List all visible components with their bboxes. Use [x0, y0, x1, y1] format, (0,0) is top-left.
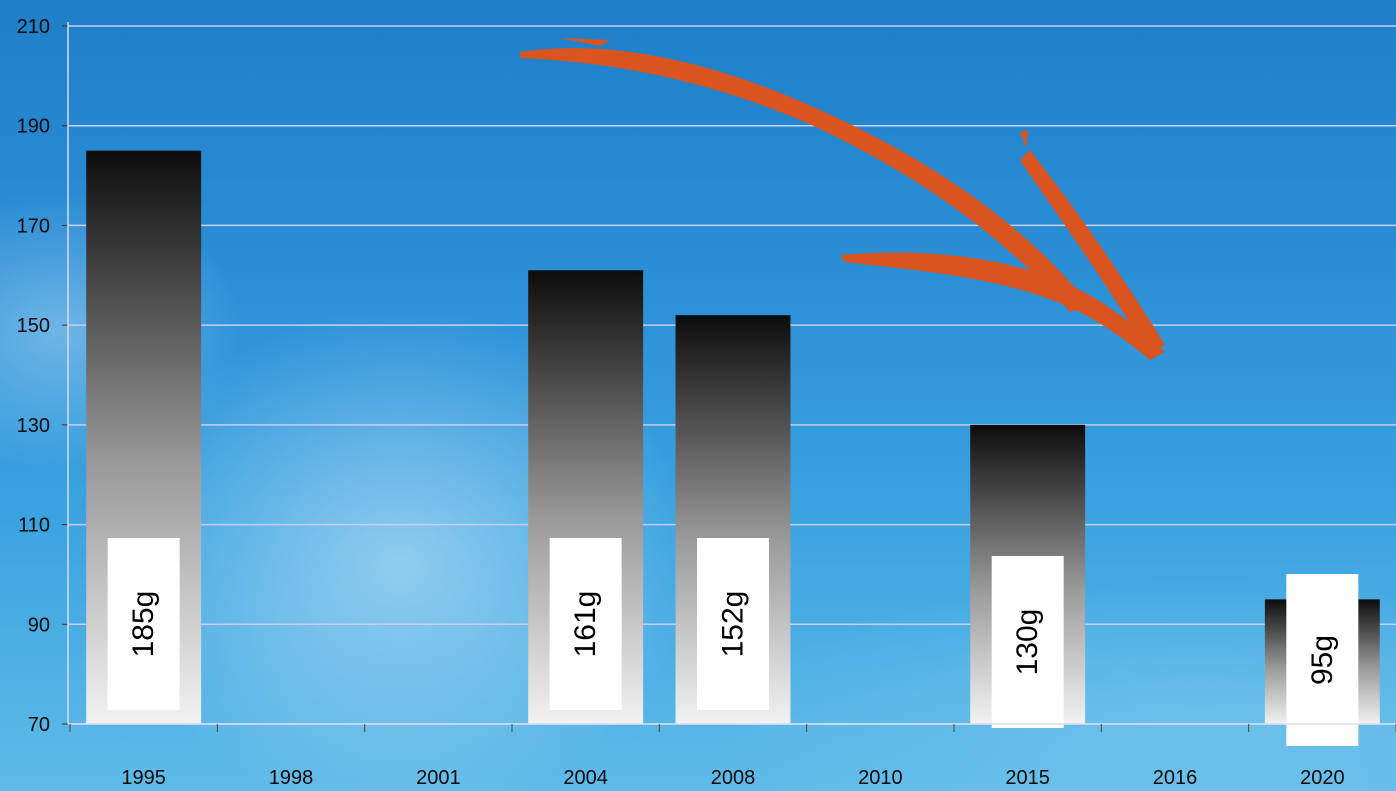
y-tick-label: 170: [17, 215, 50, 237]
y-tick-label: 190: [17, 116, 50, 138]
x-tick-label: 1998: [269, 767, 314, 789]
data-label-box: [991, 556, 1064, 728]
data-label: 185g: [127, 591, 160, 658]
x-tick-label: 2001: [416, 767, 461, 789]
x-tick-label: 1995: [121, 767, 166, 789]
data-label-box: [1286, 574, 1359, 746]
data-label-box: [697, 538, 769, 710]
x-tick-label: 2015: [1005, 767, 1050, 789]
x-tick-label: 2004: [563, 767, 608, 789]
y-tick-label: 210: [17, 16, 50, 38]
y-tick-label: 90: [28, 614, 50, 636]
y-tick-label: 150: [17, 315, 50, 337]
x-tick-label: 2016: [1153, 767, 1198, 789]
y-tick-label: 70: [28, 714, 50, 736]
data-label: 95g: [1306, 635, 1339, 685]
y-tick-label: 130: [17, 415, 50, 437]
x-tick-label: 2010: [858, 767, 903, 789]
data-label: 152g: [717, 591, 750, 658]
data-label-box: [107, 538, 180, 710]
x-tick-label: 2020: [1300, 767, 1345, 789]
data-label-box: [549, 538, 622, 710]
x-tick-label: 2008: [711, 767, 756, 789]
data-label: 161g: [569, 591, 602, 658]
data-label: 130g: [1011, 609, 1044, 676]
trend-arrow-annotation: [520, 38, 1165, 360]
y-tick-label: 110: [18, 515, 50, 537]
